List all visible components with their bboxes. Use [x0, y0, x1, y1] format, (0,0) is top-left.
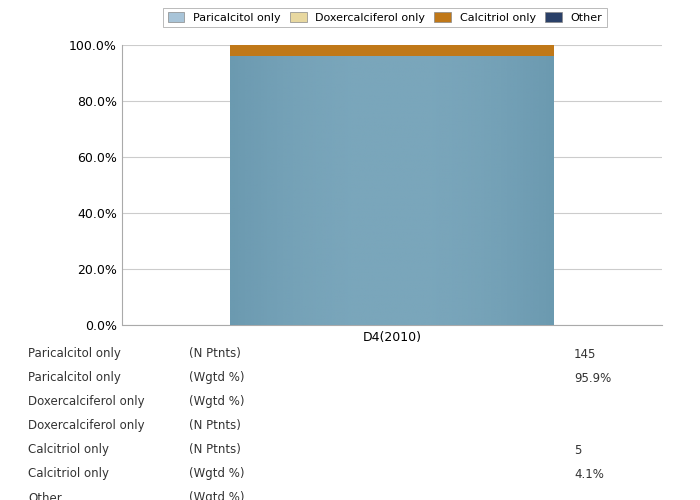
Text: Paricalcitol only: Paricalcitol only	[28, 348, 121, 360]
Text: (Wgtd %): (Wgtd %)	[189, 396, 244, 408]
Text: (N Ptnts): (N Ptnts)	[189, 444, 241, 456]
Text: Other: Other	[28, 492, 62, 500]
Legend: Paricalcitol only, Doxercalciferol only, Calcitriol only, Other: Paricalcitol only, Doxercalciferol only,…	[163, 8, 607, 28]
Text: 5: 5	[574, 444, 582, 456]
Text: 4.1%: 4.1%	[574, 468, 604, 480]
Text: Calcitriol only: Calcitriol only	[28, 468, 109, 480]
Bar	[230, 45, 554, 56]
Text: (Wgtd %): (Wgtd %)	[189, 492, 244, 500]
Text: (Wgtd %): (Wgtd %)	[189, 372, 244, 384]
Text: Calcitriol only: Calcitriol only	[28, 444, 109, 456]
Text: (Wgtd %): (Wgtd %)	[189, 468, 244, 480]
Text: Paricalcitol only: Paricalcitol only	[28, 372, 121, 384]
Text: (N Ptnts): (N Ptnts)	[189, 420, 241, 432]
Text: (N Ptnts): (N Ptnts)	[189, 348, 241, 360]
Bar	[230, 56, 554, 325]
Text: Doxercalciferol only: Doxercalciferol only	[28, 420, 145, 432]
Text: 145: 145	[574, 348, 596, 360]
Text: 95.9%: 95.9%	[574, 372, 611, 384]
Text: Doxercalciferol only: Doxercalciferol only	[28, 396, 145, 408]
